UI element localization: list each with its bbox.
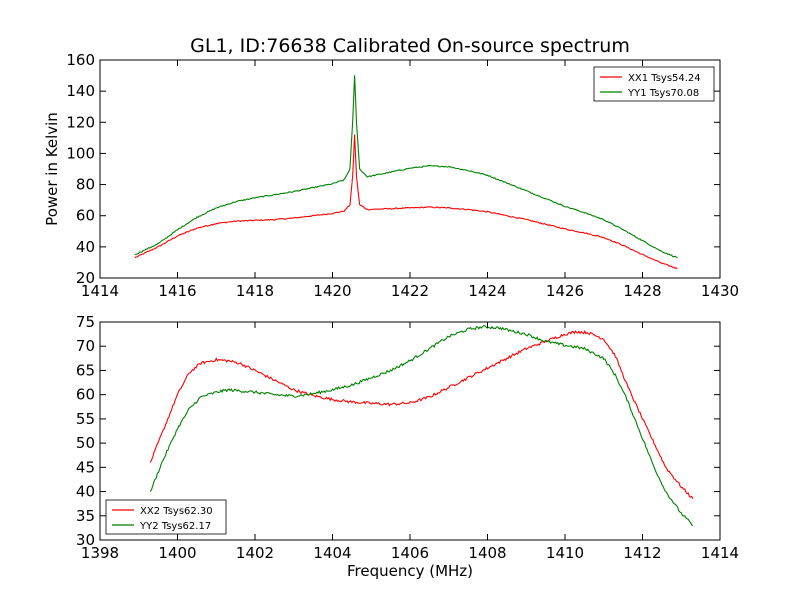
bottom-x-tick-label: 1408 (468, 544, 506, 562)
top-legend: XX1 Tsys54.24 YY1 Tsys70.08 (593, 66, 715, 102)
top-x-tick-label: 1424 (468, 282, 506, 300)
bottom-x-tick-label: 1406 (391, 544, 429, 562)
bottom-y-tick-label: 30 (76, 531, 95, 549)
bottom-x-tick-label: 1404 (313, 544, 351, 562)
bottom-y-tick-label: 70 (76, 337, 95, 355)
top-legend-label-1: YY1 Tsys70.08 (627, 88, 699, 99)
top-y-tick-label: 120 (66, 113, 95, 131)
top-y-tick-label: 20 (76, 269, 95, 287)
top-y-tick-label: 140 (66, 82, 95, 100)
chart-title: GL1, ID:76638 Calibrated On-source spect… (190, 35, 630, 57)
top-y-tick-label: 100 (66, 144, 95, 162)
top-legend-label-0: XX1 Tsys54.24 (628, 73, 701, 84)
top-x-tick-label: 1414 (81, 282, 119, 300)
bottom-legend: XX2 Tsys62.30 YY2 Tsys62.17 (105, 499, 227, 535)
top-series-line-1 (134, 75, 678, 259)
bottom-series-line-1 (149, 324, 694, 526)
bottom-x-tick-label: 1398 (81, 544, 119, 562)
top-y-tick-label: 160 (66, 51, 95, 69)
bottom-x-tick-label: 1414 (701, 544, 739, 562)
top-x-tick-label: 1426 (546, 282, 584, 300)
top-series-line-0 (134, 134, 678, 270)
top-plot-panel: 1414 1416 1418 1420 1422 1424 1426 1428 1430 20 40… (66, 51, 739, 300)
bottom-y-tick-label: 50 (76, 434, 95, 452)
top-x-tick-label: 1430 (701, 282, 739, 300)
top-y-tick-label: 80 (76, 176, 95, 194)
bottom-x-axis-label: Frequency (MHz) (347, 562, 473, 580)
top-y-tick-label: 40 (76, 238, 95, 256)
bottom-y-tick-label: 35 (76, 507, 95, 525)
bottom-legend-box (105, 499, 227, 535)
top-legend-box (593, 66, 715, 102)
top-x-tick-label: 1422 (391, 282, 429, 300)
bottom-y-tick-label: 40 (76, 483, 95, 501)
bottom-y-tick-label: 75 (76, 313, 95, 331)
bottom-legend-label-0: XX2 Tsys62.30 (140, 506, 213, 517)
bottom-legend-label-1: YY2 Tsys62.17 (139, 521, 211, 532)
top-y-axis-label: Power in Kelvin (43, 112, 61, 226)
bottom-x-tick-label: 1412 (623, 544, 661, 562)
bottom-x-tick-label: 1410 (546, 544, 584, 562)
bottom-y-tick-label: 45 (76, 458, 95, 476)
bottom-y-tick-label: 65 (76, 361, 95, 379)
bottom-series-line-0 (149, 329, 694, 500)
top-x-tick-label: 1428 (623, 282, 661, 300)
bottom-x-tick-label: 1402 (236, 544, 274, 562)
top-x-tick-label: 1418 (236, 282, 274, 300)
bottom-x-tick-label: 1400 (158, 544, 196, 562)
top-y-tick-label: 60 (76, 207, 95, 225)
top-x-tick-label: 1416 (158, 282, 196, 300)
bottom-y-tick-label: 60 (76, 386, 95, 404)
bottom-y-tick-label: 55 (76, 410, 95, 428)
top-x-tick-label: 1420 (313, 282, 351, 300)
bottom-plot-panel: 1398 1400 1402 1404 1406 1408 1410 1412 1414 30 35… (76, 313, 739, 562)
